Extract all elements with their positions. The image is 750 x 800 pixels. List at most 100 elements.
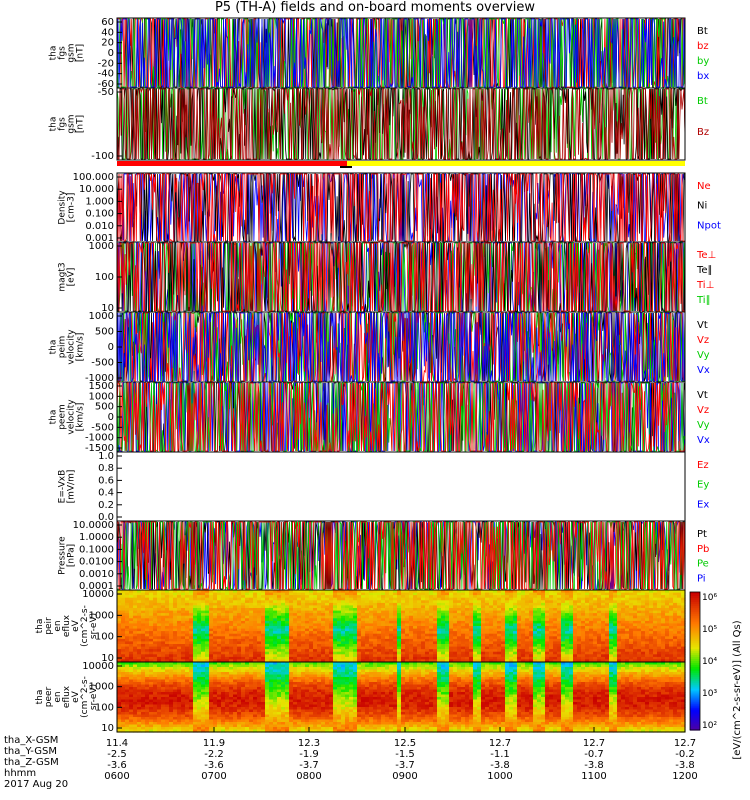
pres-ytick-1: 1.0000 — [79, 532, 114, 543]
temp-legend-3: Ti∥ — [696, 295, 711, 306]
fgs2-ylabel-1: fgs — [58, 117, 68, 131]
ve-ytick-3: 0 — [108, 412, 114, 423]
hhmm-label: hhmm — [4, 768, 37, 779]
ve-ytick-5: -1000 — [85, 433, 114, 444]
bottom-value-3-0: 0600 — [104, 771, 129, 782]
peir-ylabel-5: (cm^2-s- — [80, 605, 90, 647]
temp-series-3 — [116, 241, 685, 312]
date-label: 2017 Aug 20 — [4, 779, 69, 790]
fgs-ytick-0: 60 — [101, 17, 114, 28]
dens-ytick-3: 0.100 — [85, 209, 114, 220]
peir-ytick-1: 1000 — [89, 610, 114, 621]
mode-bar-marker — [340, 166, 352, 168]
peer-ylabel-6: sr-eV) — [89, 684, 99, 710]
peir-ytick-3: 10 — [101, 653, 114, 664]
ve-ytick-2: 500 — [95, 402, 114, 413]
dens-ytick-0: 100.000 — [73, 172, 114, 183]
ef-ytick-0: 1.0 — [98, 451, 114, 462]
vi-ytick-0: 1000 — [89, 311, 114, 322]
bottom-value-1-5: -0.7 — [584, 749, 604, 760]
bottom-value-0-3: 12.5 — [394, 738, 416, 749]
peer-spectrogram — [117, 662, 686, 733]
vi-series-3 — [116, 311, 686, 383]
temp-ytick-1: 100 — [95, 272, 114, 283]
dens-ytick-1: 10.000 — [79, 184, 114, 195]
bottom-value-1-1: -2.2 — [204, 749, 224, 760]
colorbar-tick-1: 10⁵ — [702, 625, 717, 635]
peer-ytick-2: 100 — [95, 702, 114, 713]
bottom-value-0-2: 12.3 — [298, 738, 320, 749]
bottom-value-1-0: -2.5 — [107, 749, 127, 760]
chart-title: P5 (TH-A) fields and on-board moments ov… — [214, 0, 536, 15]
peir-ytick-0: 10000 — [82, 589, 114, 600]
fgs-ytick-3: 0 — [108, 48, 114, 59]
vi-ylabel-3: [km/s] — [76, 333, 86, 362]
vi-ytick-1: 500 — [95, 327, 114, 338]
temp-ytick-2: 10 — [101, 303, 114, 314]
ve-legend-0: Vt — [697, 390, 708, 401]
fgs-ytick-5: -40 — [98, 69, 114, 80]
ef-ylabel-1: [mV/m] — [67, 470, 77, 504]
bottom-value-3-3: 0900 — [392, 771, 417, 782]
pres-ytick-5: 0.0001 — [79, 581, 114, 592]
peir-ytick-2: 100 — [95, 632, 114, 643]
fgs-ytick-2: 20 — [101, 38, 114, 49]
fgs-ylabel-0: tha — [49, 46, 59, 61]
fgs-legend-3: bx — [697, 71, 709, 82]
bottom-value-3-4: 1000 — [487, 771, 512, 782]
bottom-value-0-4: 12.7 — [489, 738, 511, 749]
ve-ytick-1: 1000 — [89, 391, 114, 402]
fgs-legend-2: by — [697, 56, 709, 67]
dens-ylabel-1: [cm-3] — [67, 193, 77, 223]
fgs-ylabel-1: fgs — [58, 46, 68, 60]
peer-ytick-1: 1000 — [89, 682, 114, 693]
pres-legend-2: Pe — [697, 559, 709, 570]
peer-ylabel-5: (cm^2-s- — [80, 676, 90, 718]
vi-ytick-3: -500 — [91, 358, 114, 369]
vi-ytick-4: -1000 — [85, 373, 114, 384]
temp-ylabel-0: magt3 — [58, 262, 68, 291]
ef-legend-0: Ez — [697, 460, 709, 471]
ve-ylabel-2: velocity — [67, 399, 77, 435]
bottom-value-2-6: -3.8 — [675, 760, 695, 771]
fgs2-frame — [116, 87, 686, 161]
peir-ylabel-4: eV — [71, 619, 81, 632]
ef-legend-1: Ey — [697, 480, 709, 491]
fgs2-legend-0: Bt — [697, 96, 708, 107]
ef-ytick-5: 0.0 — [98, 512, 114, 523]
pres-ytick-3: 0.0100 — [79, 557, 114, 568]
pres-ytick-0: 10.0000 — [73, 520, 114, 531]
colorbar-tick-0: 10⁶ — [702, 593, 717, 603]
colorbar-tick-3: 10³ — [702, 689, 717, 699]
bottom-value-0-6: 12.7 — [674, 738, 696, 749]
fgs2-legend-1: Bz — [697, 127, 709, 138]
colorbar-tick-4: 10² — [702, 721, 717, 731]
peir-ylabel-6: sr-eV) — [89, 613, 99, 639]
peer-ylabel-2: en — [53, 691, 63, 702]
bottom-labels: tha_X-GSM tha_Y-GSM tha_Z-GSM hhmm 2017 … — [4, 735, 68, 790]
peer-ylabel-3: eflux — [62, 685, 72, 708]
ve-legend-3: Vx — [697, 435, 710, 446]
fgs-legend-0: Bt — [697, 26, 708, 37]
peir-ylabel-3: eflux — [62, 614, 72, 637]
ve-ylabel-3: [km/s] — [76, 403, 86, 432]
fgs-ytick-4: -20 — [98, 58, 114, 69]
pres-legend-0: Pt — [697, 529, 707, 540]
fgs2-ytick-0: -50 — [98, 87, 114, 98]
ve-ylabel-1: peem — [58, 404, 68, 430]
ve-legend-2: Vy — [697, 420, 710, 431]
temp-legend-0: Te⊥ — [696, 250, 716, 261]
bottom-value-3-1: 0700 — [201, 771, 226, 782]
ve-ytick-6: -1500 — [85, 443, 114, 454]
vi-legend-0: Vt — [697, 320, 708, 331]
ef-ylabel-0: E=-VxB — [58, 470, 68, 504]
ve-ytick-0: 1500 — [89, 381, 114, 392]
bottom-value-2-2: -3.7 — [299, 760, 319, 771]
colorbar — [690, 592, 700, 731]
bottom-value-1-6: -0.2 — [675, 749, 695, 760]
ef-ytick-2: 0.6 — [98, 475, 114, 486]
z-gsm-label: tha_Z-GSM — [4, 757, 59, 768]
peer-frame — [116, 661, 686, 733]
peir-ylabel-2: en — [53, 620, 63, 631]
vi-ylabel-0: tha — [49, 340, 59, 355]
